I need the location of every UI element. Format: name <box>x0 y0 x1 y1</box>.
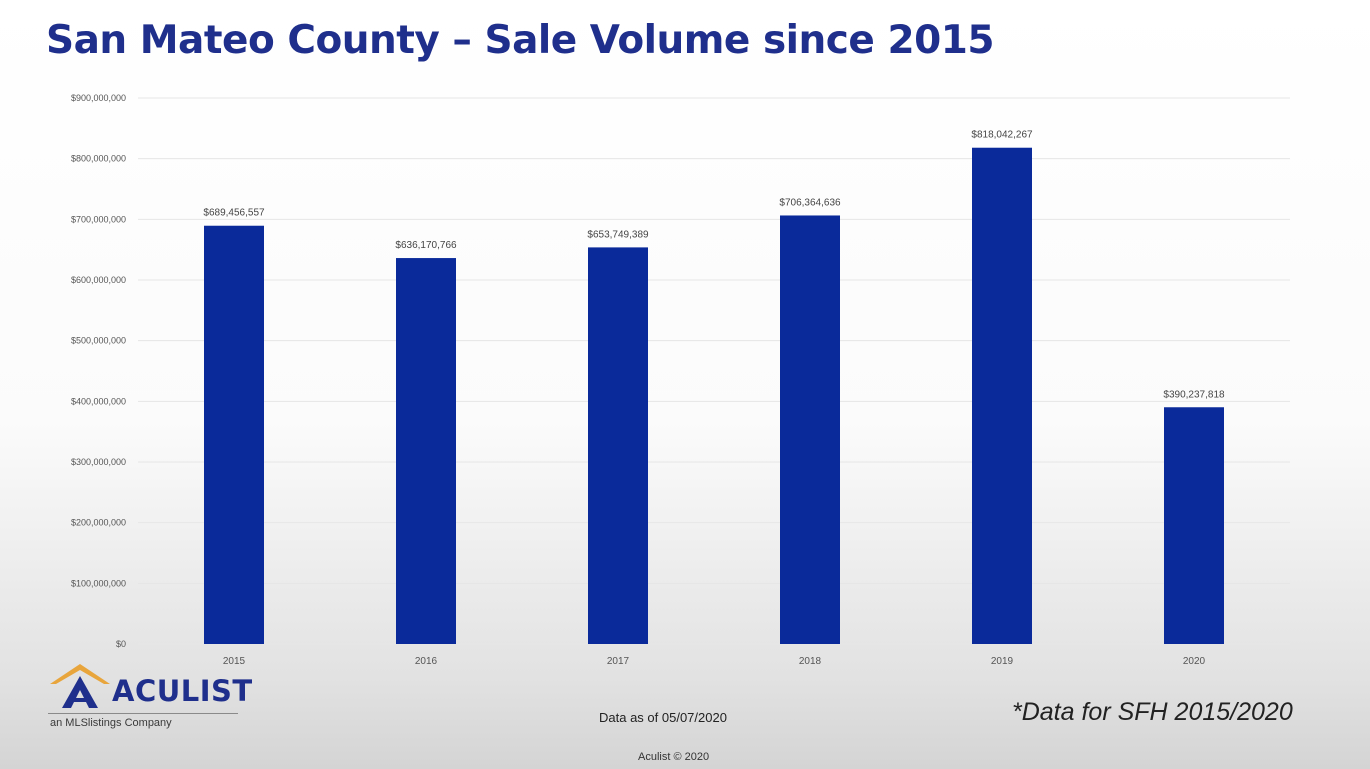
data-label-2015: $689,456,557 <box>203 208 265 219</box>
data-label-2017: $653,749,389 <box>587 229 649 240</box>
x-tick-label-2017: 2017 <box>607 656 630 667</box>
aculist-logo: ACULIST an MLSlistings Company <box>46 660 252 738</box>
x-tick-label-2018: 2018 <box>799 656 822 667</box>
bar-2017 <box>588 247 648 645</box>
y-tick-label: $800,000,000 <box>71 154 126 164</box>
logo-divider <box>48 713 238 714</box>
bar-2018 <box>780 215 840 645</box>
y-tick-label: $300,000,000 <box>71 457 126 467</box>
copyright-note: Aculist © 2020 <box>638 751 710 763</box>
chart-title: San Mateo County – Sale Volume since 201… <box>46 18 995 63</box>
y-tick-label: $600,000,000 <box>71 275 126 285</box>
gridlines <box>138 97 1290 645</box>
y-tick-label: $0 <box>116 639 126 649</box>
x-tick-label-2020: 2020 <box>1183 656 1206 667</box>
bar-2016 <box>396 258 456 644</box>
x-tick-label-2015: 2015 <box>223 656 246 667</box>
y-tick-label: $200,000,000 <box>71 518 126 528</box>
y-tick-label: $500,000,000 <box>71 336 126 346</box>
data-label-2016: $636,170,766 <box>395 240 457 251</box>
y-tick-label: $700,000,000 <box>71 214 126 224</box>
x-tick-label-2016: 2016 <box>415 656 438 667</box>
data-label-2019: $818,042,267 <box>971 130 1033 141</box>
data-label-2018: $706,364,636 <box>779 197 841 208</box>
logo-tagline: an MLSlistings Company <box>50 717 172 729</box>
bar-2020 <box>1164 407 1224 644</box>
bar-2019 <box>972 147 1032 645</box>
data-as-of-note: Data as of 05/07/2020 <box>599 710 727 725</box>
bars <box>204 147 1224 645</box>
logo-wordmark: ACULIST <box>112 674 253 708</box>
y-axis-tick-labels: $0 $100,000,000 $200,000,000 $300,000,000 $4… <box>71 93 126 649</box>
y-tick-label: $400,000,000 <box>71 396 126 406</box>
bar-2015 <box>204 225 264 645</box>
sfh-data-note: *Data for SFH 2015/2020 <box>1012 698 1293 726</box>
data-labels: $689,456,557 $636,170,766 $653,749,389 $706… <box>203 130 1225 401</box>
x-tick-label-2019: 2019 <box>991 656 1014 667</box>
house-logo-icon <box>50 664 110 708</box>
x-axis-tick-labels: 2015 2016 2017 2018 2019 2020 <box>223 656 1206 667</box>
y-tick-label: $900,000,000 <box>71 93 126 103</box>
bar-chart: $0 $100,000,000 $200,000,000 $300,000,000 $4… <box>71 93 1290 667</box>
y-tick-label: $100,000,000 <box>71 578 126 588</box>
data-label-2020: $390,237,818 <box>1163 389 1225 400</box>
